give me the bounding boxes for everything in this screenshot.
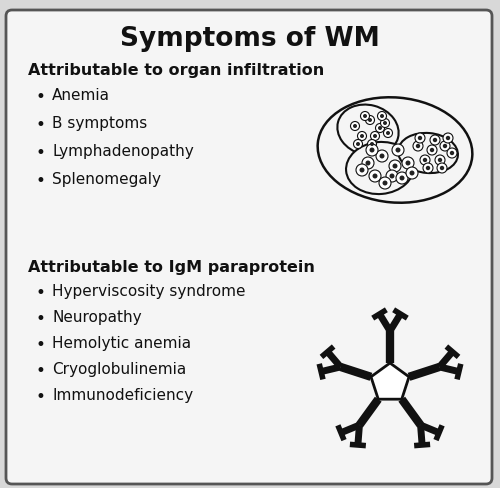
Text: Hyperviscosity syndrome: Hyperviscosity syndrome	[52, 284, 246, 299]
Circle shape	[430, 135, 440, 145]
Ellipse shape	[338, 104, 398, 156]
Circle shape	[353, 124, 357, 128]
Circle shape	[378, 111, 386, 121]
Text: •: •	[36, 144, 46, 162]
Circle shape	[396, 172, 408, 184]
Circle shape	[373, 134, 377, 138]
Ellipse shape	[346, 142, 414, 194]
Circle shape	[420, 155, 430, 165]
Circle shape	[382, 181, 388, 185]
Circle shape	[402, 157, 414, 169]
Text: Attributable to organ infiltration: Attributable to organ infiltration	[28, 63, 324, 78]
Circle shape	[396, 147, 400, 152]
Circle shape	[370, 142, 374, 146]
Circle shape	[390, 174, 394, 179]
Circle shape	[415, 133, 425, 143]
Circle shape	[368, 118, 372, 122]
Circle shape	[354, 140, 362, 148]
Circle shape	[386, 131, 390, 135]
Text: B symptoms: B symptoms	[52, 116, 147, 131]
Circle shape	[378, 126, 382, 130]
Text: Splenomegaly: Splenomegaly	[52, 172, 161, 187]
Circle shape	[423, 163, 433, 173]
Circle shape	[360, 111, 370, 121]
Circle shape	[383, 121, 387, 125]
Circle shape	[360, 167, 364, 172]
Circle shape	[350, 122, 360, 130]
Circle shape	[427, 145, 437, 155]
Circle shape	[443, 133, 453, 143]
Circle shape	[440, 166, 444, 170]
Circle shape	[433, 138, 437, 142]
Circle shape	[447, 148, 457, 158]
Text: Neuropathy: Neuropathy	[52, 310, 142, 325]
Circle shape	[376, 150, 388, 162]
FancyBboxPatch shape	[6, 10, 492, 484]
Circle shape	[368, 140, 376, 148]
Text: •: •	[36, 172, 46, 190]
Circle shape	[392, 163, 398, 168]
Circle shape	[392, 144, 404, 156]
Text: •: •	[36, 284, 46, 302]
Circle shape	[438, 158, 442, 162]
Circle shape	[363, 114, 367, 118]
Circle shape	[384, 128, 392, 138]
Circle shape	[366, 144, 378, 156]
Text: Symptoms of WM: Symptoms of WM	[120, 26, 380, 52]
Text: Hemolytic anemia: Hemolytic anemia	[52, 336, 191, 351]
Circle shape	[450, 151, 454, 155]
Circle shape	[437, 163, 447, 173]
Circle shape	[380, 154, 384, 159]
Circle shape	[413, 141, 423, 151]
Circle shape	[372, 174, 378, 179]
Circle shape	[426, 166, 430, 170]
Circle shape	[410, 170, 414, 176]
Circle shape	[423, 158, 427, 162]
Text: •: •	[36, 310, 46, 328]
Circle shape	[430, 148, 434, 152]
Circle shape	[416, 144, 420, 148]
Circle shape	[360, 134, 364, 138]
Text: •: •	[36, 88, 46, 106]
Circle shape	[366, 161, 370, 165]
Circle shape	[362, 157, 374, 169]
Text: Attributable to IgM paraprotein: Attributable to IgM paraprotein	[28, 260, 315, 275]
Circle shape	[380, 114, 384, 118]
Text: •: •	[36, 116, 46, 134]
Circle shape	[370, 147, 374, 152]
Circle shape	[435, 155, 445, 165]
Circle shape	[370, 131, 380, 141]
Text: •: •	[36, 362, 46, 380]
Text: Lymphadenopathy: Lymphadenopathy	[52, 144, 194, 159]
Text: Cryoglobulinemia: Cryoglobulinemia	[52, 362, 186, 377]
Circle shape	[406, 161, 410, 165]
Circle shape	[440, 141, 450, 151]
Circle shape	[356, 142, 360, 146]
Circle shape	[369, 170, 381, 182]
Circle shape	[389, 160, 401, 172]
Circle shape	[358, 131, 366, 141]
Text: •: •	[36, 388, 46, 406]
Polygon shape	[371, 363, 409, 399]
Circle shape	[400, 176, 404, 181]
Circle shape	[386, 170, 398, 182]
Text: •: •	[36, 336, 46, 354]
Circle shape	[446, 136, 450, 140]
Circle shape	[376, 123, 384, 133]
Ellipse shape	[398, 133, 458, 173]
Circle shape	[366, 116, 374, 124]
Text: Anemia: Anemia	[52, 88, 110, 103]
Text: Immunodeficiency: Immunodeficiency	[52, 388, 193, 403]
Circle shape	[443, 144, 447, 148]
Circle shape	[418, 136, 422, 140]
Circle shape	[380, 119, 390, 127]
Circle shape	[356, 164, 368, 176]
Circle shape	[379, 177, 391, 189]
Circle shape	[406, 167, 418, 179]
